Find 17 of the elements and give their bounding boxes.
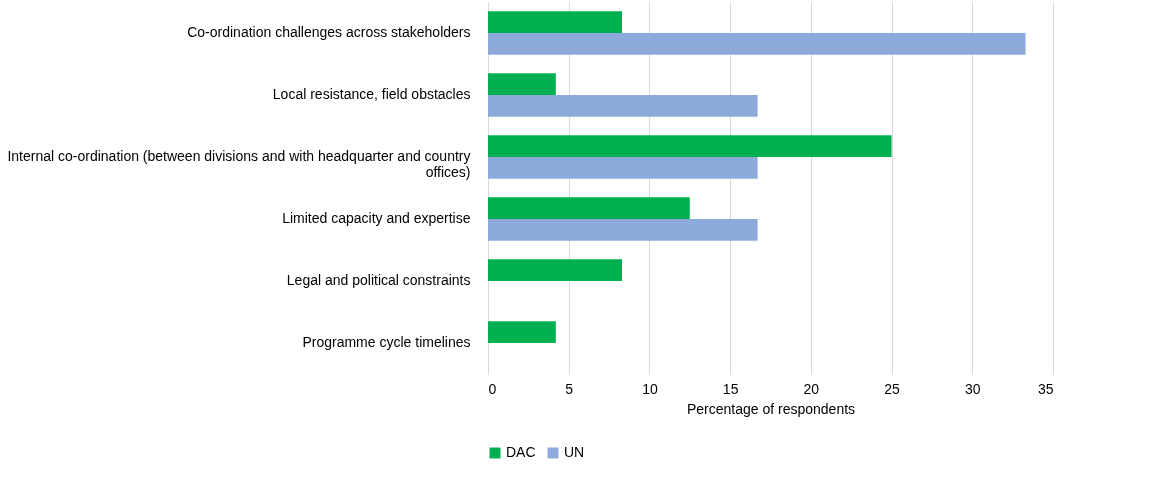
x-tick-label: 25 xyxy=(884,380,901,397)
x-tick-label: 10 xyxy=(642,380,658,397)
y-tick-label: Programme cycle timelines xyxy=(302,334,471,350)
legend-label: UN xyxy=(564,444,585,460)
legend-label: DAC xyxy=(506,444,536,460)
x-tick-label: 30 xyxy=(965,380,981,397)
x-axis-title: Percentage of respondents xyxy=(686,400,856,417)
x-tick-label: 15 xyxy=(722,380,739,397)
y-tick-label: Legal and political constraints xyxy=(286,272,471,288)
x-tick-label: 0 xyxy=(488,380,497,397)
y-tick-label: Internal co-ordination (between divisions and with headquarter and country offices) xyxy=(7,148,471,180)
y-tick-label: Co-ordination challenges across stakeholders xyxy=(187,24,471,40)
x-tick-label: 20 xyxy=(803,380,820,397)
x-tick-label: 5 xyxy=(565,380,574,397)
x-tick-label: 35 xyxy=(1037,380,1054,397)
y-tick-label: Limited capacity and expertise xyxy=(282,210,471,226)
y-tick-label: Local resistance, field obstacles xyxy=(272,86,471,102)
